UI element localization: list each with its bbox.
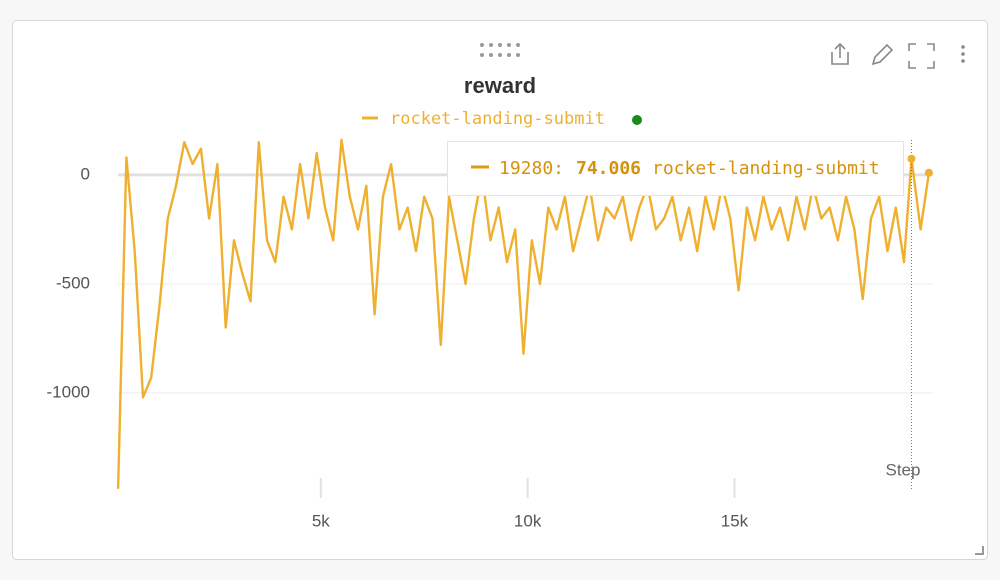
x-tick-label: 5k — [312, 511, 330, 530]
menu-icon[interactable] — [961, 45, 965, 63]
tooltip-step: 19280: — [499, 158, 564, 179]
x-tick-label: 10k — [514, 511, 542, 530]
drag-handle[interactable] — [480, 43, 520, 57]
end-point — [924, 168, 933, 177]
y-tick-label: -500 — [56, 273, 90, 292]
tooltip-value: 74.006 — [576, 158, 641, 179]
fullscreen-icon[interactable] — [908, 43, 935, 69]
chart-title: reward — [464, 73, 536, 98]
y-tick-label: 0 — [81, 164, 90, 183]
x-tick-label: 15k — [721, 511, 749, 530]
series-line — [116, 138, 931, 489]
panel — [12, 20, 988, 560]
tooltip-box — [447, 141, 904, 196]
resize-handle[interactable] — [975, 546, 984, 555]
y-tick-label: -1000 — [47, 382, 90, 401]
hover-point — [907, 154, 916, 163]
run-status — [632, 115, 642, 125]
share-icon[interactable] — [831, 42, 849, 65]
tooltip-series: rocket-landing-submit — [652, 158, 880, 179]
edit-icon[interactable] — [871, 43, 894, 66]
legend-label: rocket-landing-submit — [390, 109, 605, 129]
x-axis-label: Step — [886, 460, 921, 479]
